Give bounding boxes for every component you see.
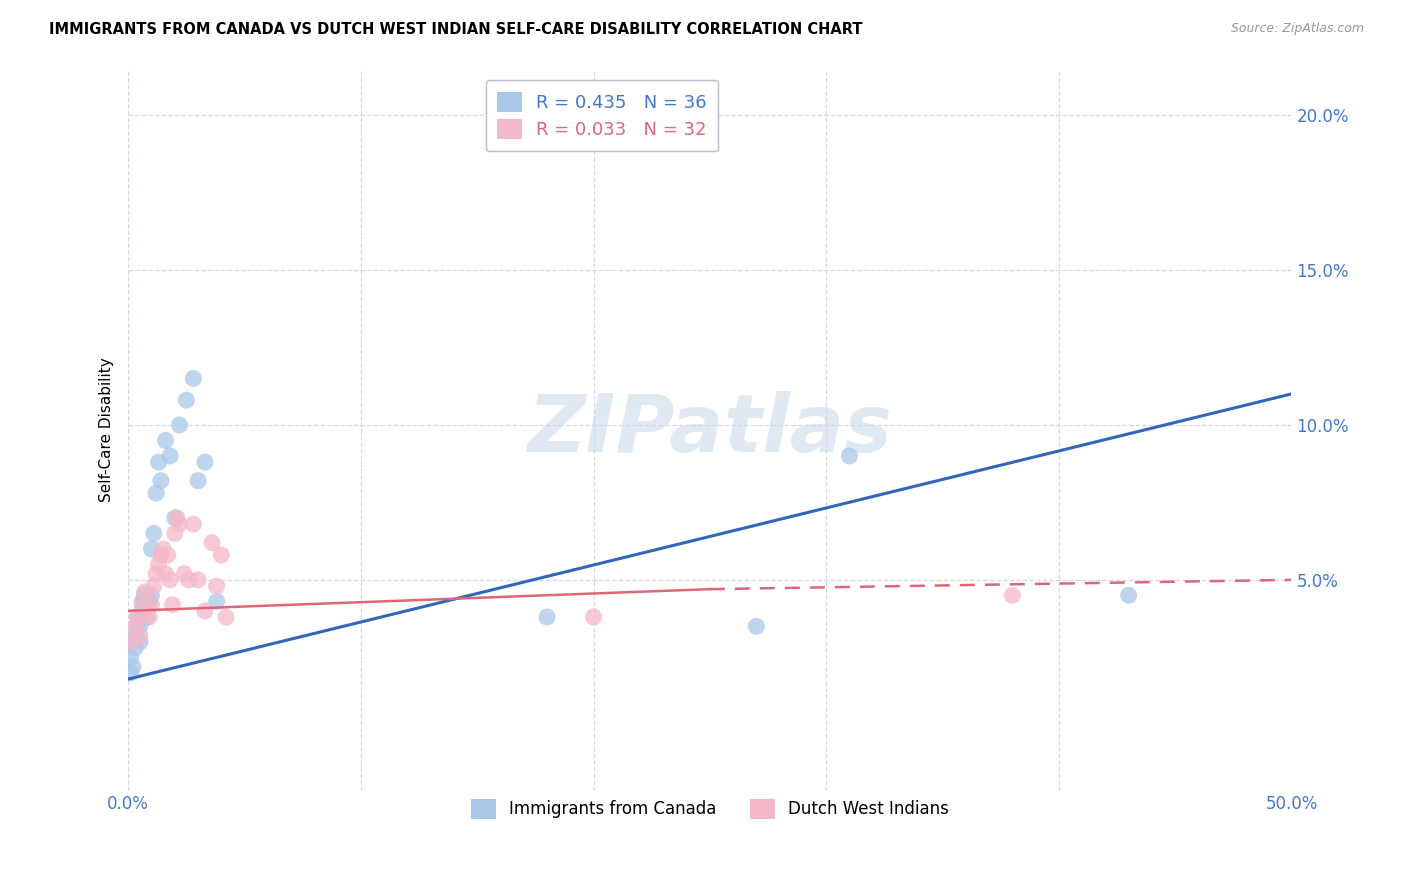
Text: IMMIGRANTS FROM CANADA VS DUTCH WEST INDIAN SELF-CARE DISABILITY CORRELATION CHA: IMMIGRANTS FROM CANADA VS DUTCH WEST IND… xyxy=(49,22,863,37)
Point xyxy=(838,449,860,463)
Point xyxy=(122,635,145,649)
Point xyxy=(155,434,177,448)
Point xyxy=(169,517,191,532)
Text: Source: ZipAtlas.com: Source: ZipAtlas.com xyxy=(1230,22,1364,36)
Point xyxy=(162,598,184,612)
Point xyxy=(745,619,768,633)
Text: ZIPatlas: ZIPatlas xyxy=(527,391,893,468)
Point xyxy=(183,371,205,385)
Point xyxy=(141,598,163,612)
Point xyxy=(209,548,232,562)
Point xyxy=(205,594,228,608)
Point xyxy=(215,610,238,624)
Point xyxy=(142,526,165,541)
Point xyxy=(163,511,186,525)
Point xyxy=(176,393,198,408)
Point xyxy=(169,417,191,432)
Point xyxy=(149,548,172,562)
Point xyxy=(166,511,188,525)
Point xyxy=(127,619,149,633)
Point xyxy=(177,573,200,587)
Point xyxy=(128,635,150,649)
Point xyxy=(141,588,163,602)
Point xyxy=(201,535,224,549)
Point xyxy=(155,566,177,581)
Point xyxy=(127,610,149,624)
Point xyxy=(187,573,209,587)
Point xyxy=(187,474,209,488)
Point xyxy=(135,598,157,612)
Point xyxy=(159,573,181,587)
Point xyxy=(152,541,174,556)
Point xyxy=(134,585,156,599)
Point xyxy=(127,610,149,624)
Point xyxy=(131,594,153,608)
Point xyxy=(131,598,153,612)
Point xyxy=(205,579,228,593)
Point xyxy=(131,604,153,618)
Point xyxy=(173,566,195,581)
Point xyxy=(1001,588,1024,602)
Point xyxy=(148,558,170,572)
Point xyxy=(120,665,142,680)
Point xyxy=(142,579,165,593)
Point xyxy=(124,619,146,633)
Point xyxy=(145,486,167,500)
Legend: Immigrants from Canada, Dutch West Indians: Immigrants from Canada, Dutch West India… xyxy=(464,792,956,826)
Point xyxy=(138,594,160,608)
Point xyxy=(141,541,163,556)
Point xyxy=(135,604,157,618)
Point xyxy=(122,659,145,673)
Point xyxy=(124,629,146,643)
Point xyxy=(156,548,179,562)
Point xyxy=(124,641,146,656)
Point xyxy=(149,474,172,488)
Point xyxy=(134,588,156,602)
Point xyxy=(138,610,160,624)
Point xyxy=(145,566,167,581)
Point xyxy=(120,650,142,665)
Point xyxy=(134,598,156,612)
Point xyxy=(128,619,150,633)
Point xyxy=(128,629,150,643)
Point xyxy=(536,610,558,624)
Point xyxy=(1118,588,1140,602)
Point xyxy=(148,455,170,469)
Y-axis label: Self-Care Disability: Self-Care Disability xyxy=(100,357,114,502)
Point xyxy=(159,449,181,463)
Point xyxy=(163,526,186,541)
Point xyxy=(183,517,205,532)
Point xyxy=(194,455,217,469)
Point xyxy=(135,610,157,624)
Point xyxy=(122,635,145,649)
Point xyxy=(582,610,605,624)
Point xyxy=(194,604,217,618)
